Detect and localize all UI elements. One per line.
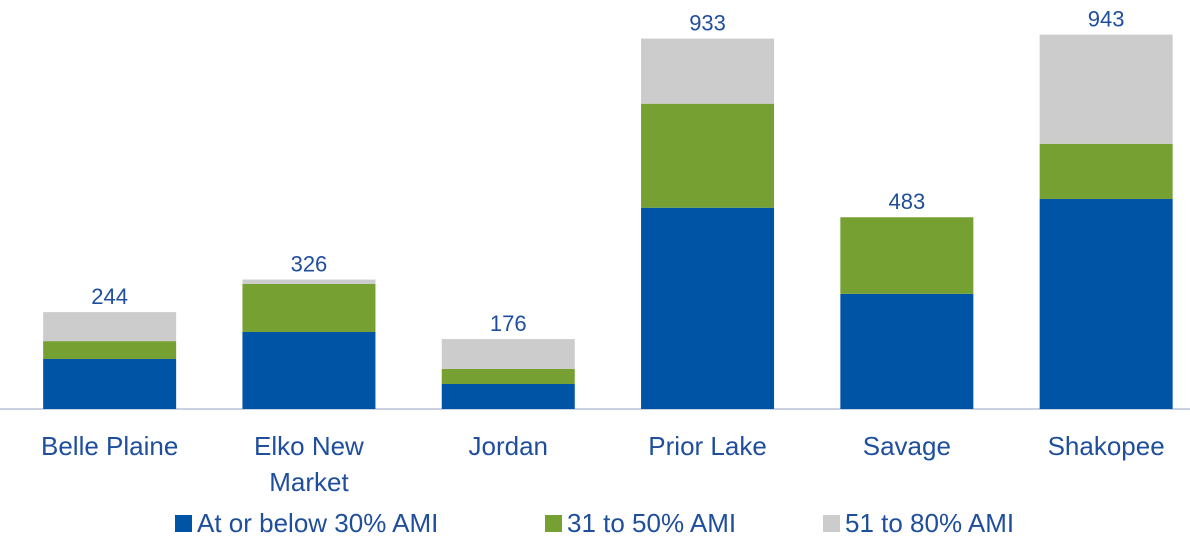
bar-segment <box>1039 143 1173 199</box>
data-label: 326 <box>291 251 328 276</box>
data-label: 176 <box>490 311 527 336</box>
data-label: 483 <box>888 189 925 214</box>
x-tick-label: Shakopee <box>1047 431 1165 461</box>
bar-segment <box>441 368 575 384</box>
legend-label: 31 to 50% AMI <box>567 508 736 538</box>
x-tick-label: Jordan <box>468 431 549 461</box>
bar-segment <box>1039 34 1173 144</box>
bar-segment <box>242 331 376 409</box>
bar-segment <box>441 339 575 369</box>
legend-label: At or below 30% AMI <box>197 508 438 538</box>
legend-swatch <box>545 515 562 532</box>
legend-swatch <box>175 515 192 532</box>
bar-segment <box>43 358 177 409</box>
bar-segment <box>43 312 177 342</box>
data-label: 943 <box>1088 6 1125 31</box>
data-label: 244 <box>91 284 128 309</box>
x-tick-label: Prior Lake <box>648 431 767 461</box>
bar-segment <box>641 103 775 208</box>
bar-segment <box>840 293 974 409</box>
bar-segment <box>242 283 376 332</box>
bar-segment <box>242 279 376 284</box>
bar-segment <box>441 383 575 409</box>
x-tick-label: Elko New Market <box>254 431 364 497</box>
legend-swatch <box>823 515 840 532</box>
x-tick-label: Belle Plaine <box>40 431 179 461</box>
bar-segment <box>43 341 177 359</box>
bar-segment <box>1039 198 1173 409</box>
bar-segment <box>840 217 974 294</box>
bar-segment <box>641 207 775 409</box>
x-tick-label: Savage <box>862 431 951 461</box>
data-label: 933 <box>689 10 726 35</box>
bar-segment <box>641 38 775 104</box>
legend-label: 51 to 80% AMI <box>845 508 1014 538</box>
